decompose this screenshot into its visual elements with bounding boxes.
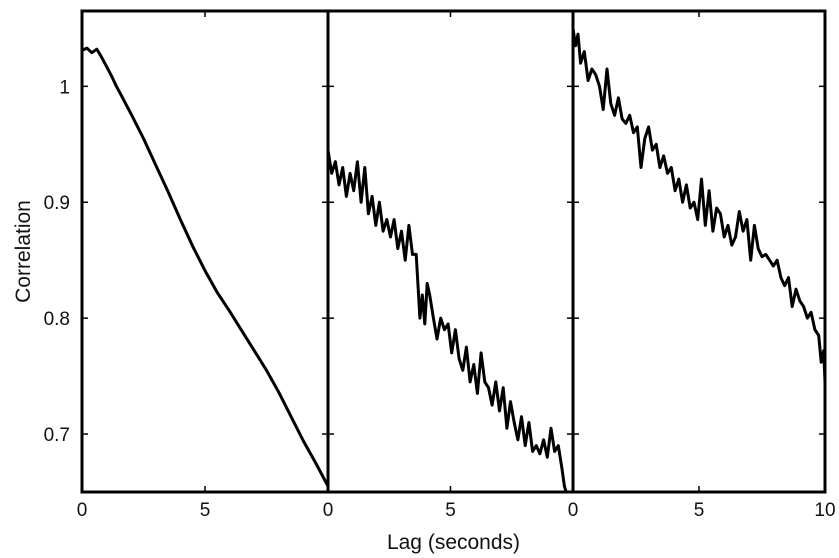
x-tick-label: 5 bbox=[200, 500, 211, 521]
panel-1-series-line bbox=[82, 46, 328, 487]
x-tick-label: 5 bbox=[445, 500, 456, 521]
y-axis-title: Correlation bbox=[12, 200, 35, 303]
panel-3: 0 5 10 bbox=[568, 9, 836, 521]
x-tick-label: 5 bbox=[694, 500, 705, 521]
y-axis: 0.7 0.8 0.9 1 bbox=[44, 77, 70, 446]
panel-2-series-line bbox=[328, 149, 568, 492]
panels: 0 5 0 5 0 5 10 bbox=[77, 9, 836, 521]
panel-frame bbox=[326, 9, 575, 494]
y-tick-label: 0.9 bbox=[44, 193, 70, 214]
panel-3-series-line bbox=[573, 28, 825, 382]
x-tick-label: 0 bbox=[568, 500, 579, 521]
x-tick-label: 10 bbox=[814, 500, 835, 521]
x-axis-title: Lag (seconds) bbox=[387, 531, 520, 554]
x-tick-label: 0 bbox=[77, 500, 88, 521]
y-tick-label: 1 bbox=[59, 77, 70, 98]
panel-frame bbox=[571, 9, 827, 494]
x-tick-label: 0 bbox=[323, 500, 334, 521]
y-tick-label: 0.8 bbox=[44, 309, 70, 330]
y-tick-label: 0.7 bbox=[44, 425, 70, 446]
